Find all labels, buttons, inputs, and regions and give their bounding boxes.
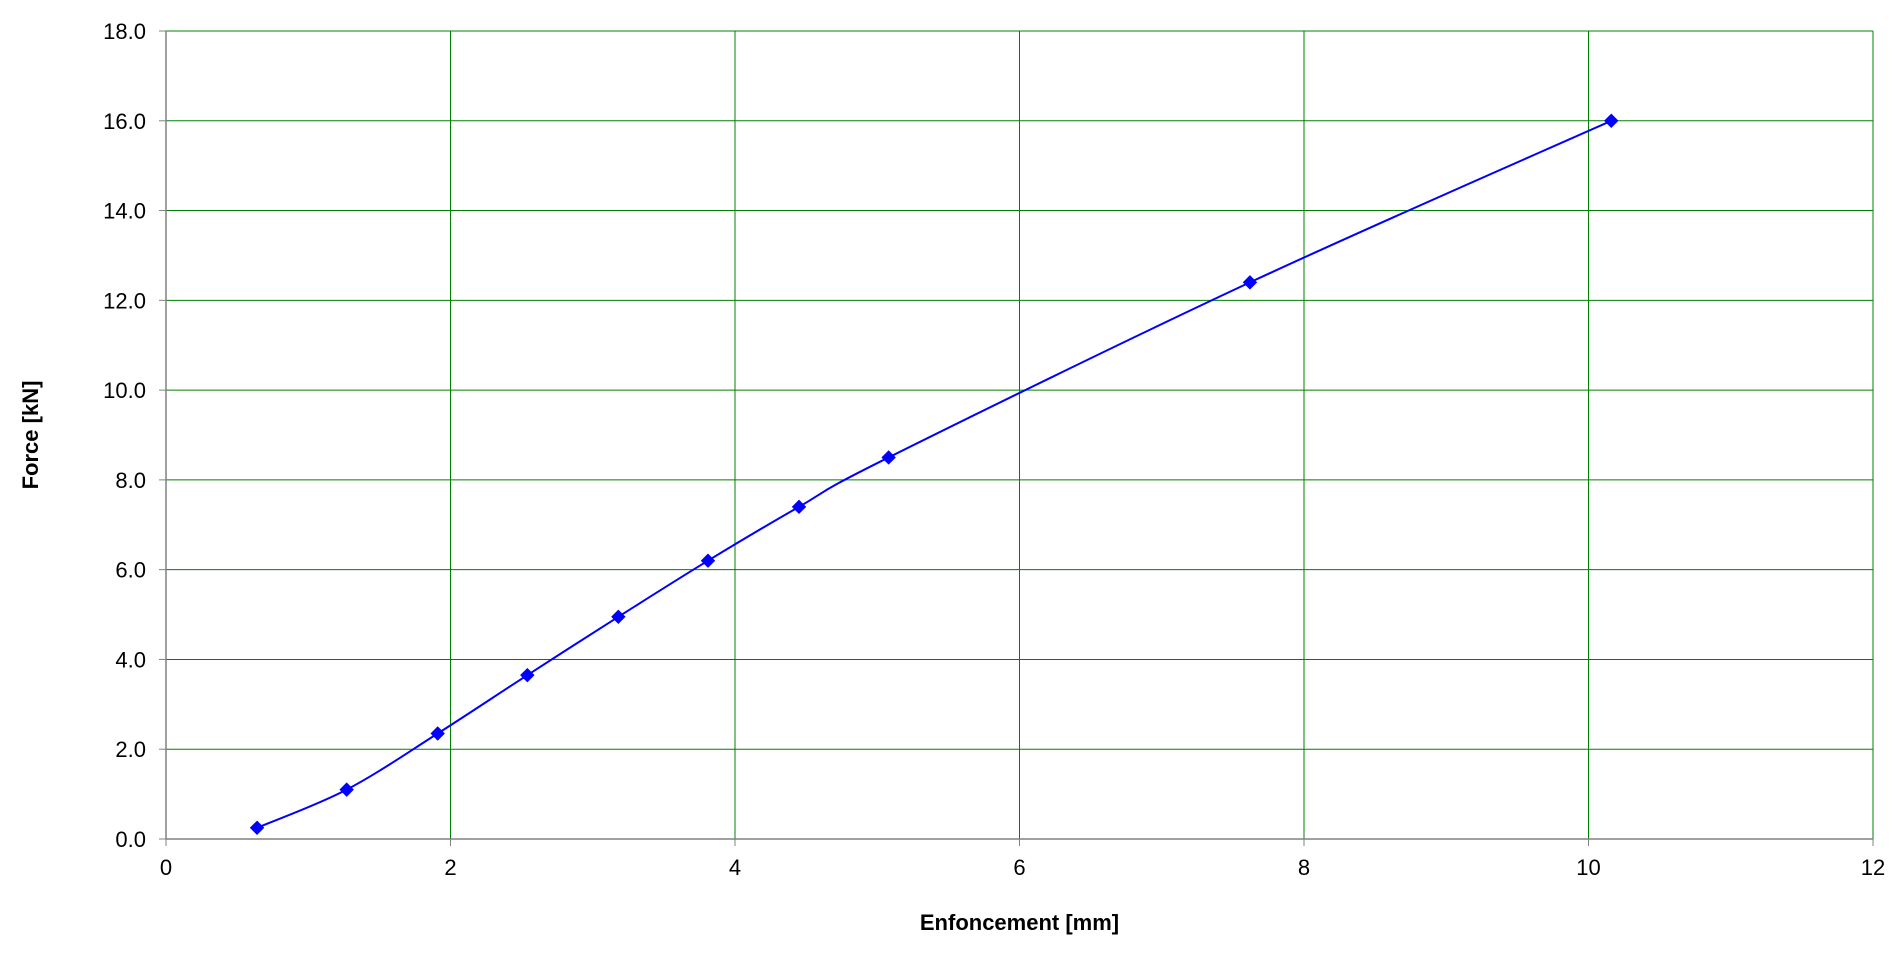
y-tick-labels: 0.0 2.0 4.0 6.0 8.0 10.0 12.0 14.0 16.0 18.0 bbox=[103, 19, 166, 852]
data-point-marker bbox=[611, 609, 626, 625]
x-tick-labels: 0 2 4 6 8 10 12 bbox=[160, 839, 1885, 880]
x-axis-title: Enfoncement [mm] bbox=[920, 910, 1119, 935]
y-tick-label: 8.0 bbox=[115, 468, 146, 493]
x-tick-label: 6 bbox=[1013, 855, 1025, 880]
y-tick-label: 2.0 bbox=[115, 737, 146, 762]
series-line bbox=[256, 119, 1612, 829]
x-tick-label: 4 bbox=[729, 855, 741, 880]
data-point-marker bbox=[520, 667, 535, 683]
x-tick-label: 2 bbox=[444, 855, 456, 880]
data-point-marker bbox=[1242, 275, 1258, 290]
data-point-marker bbox=[249, 820, 265, 835]
y-tick-label: 6.0 bbox=[115, 558, 146, 583]
y-tick-label: 0.0 bbox=[115, 827, 146, 852]
y-tick-label: 18.0 bbox=[103, 19, 146, 44]
data-point-marker bbox=[339, 782, 354, 797]
y-axis-title: Force [kN] bbox=[18, 381, 43, 490]
x-tick-label: 12 bbox=[1861, 855, 1885, 880]
y-tick-label: 14.0 bbox=[103, 199, 146, 224]
series-layer bbox=[249, 113, 1619, 835]
grid bbox=[166, 30, 1874, 839]
data-point-marker bbox=[700, 553, 716, 568]
data-point-marker bbox=[1604, 113, 1619, 128]
y-tick-label: 12.0 bbox=[103, 288, 146, 313]
x-tick-label: 10 bbox=[1576, 855, 1600, 880]
x-tick-label: 8 bbox=[1298, 855, 1310, 880]
y-tick-label: 4.0 bbox=[115, 647, 146, 672]
y-tick-label: 16.0 bbox=[103, 109, 146, 134]
data-point-marker bbox=[430, 726, 445, 741]
data-point-marker bbox=[791, 499, 807, 515]
data-point-marker bbox=[881, 450, 896, 465]
y-tick-label: 10.0 bbox=[103, 378, 146, 403]
x-tick-label: 0 bbox=[160, 855, 172, 880]
